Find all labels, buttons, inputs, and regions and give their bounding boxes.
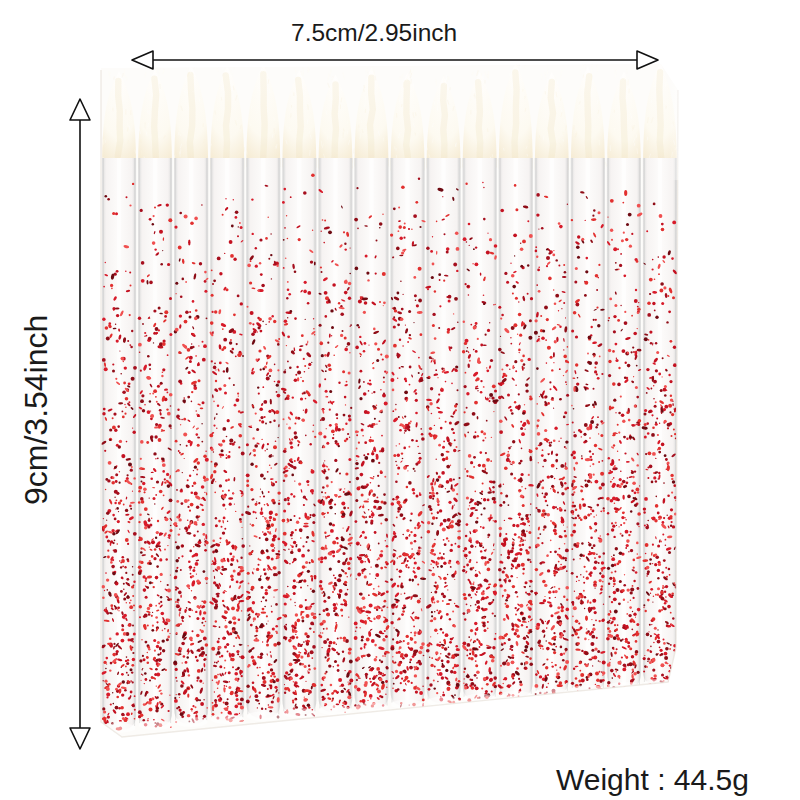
svg-text:9cm/3.54inch: 9cm/3.54inch [18, 315, 54, 505]
svg-text:Weight : 44.5g: Weight : 44.5g [556, 763, 749, 796]
svg-text:7.5cm/2.95inch: 7.5cm/2.95inch [291, 19, 457, 46]
